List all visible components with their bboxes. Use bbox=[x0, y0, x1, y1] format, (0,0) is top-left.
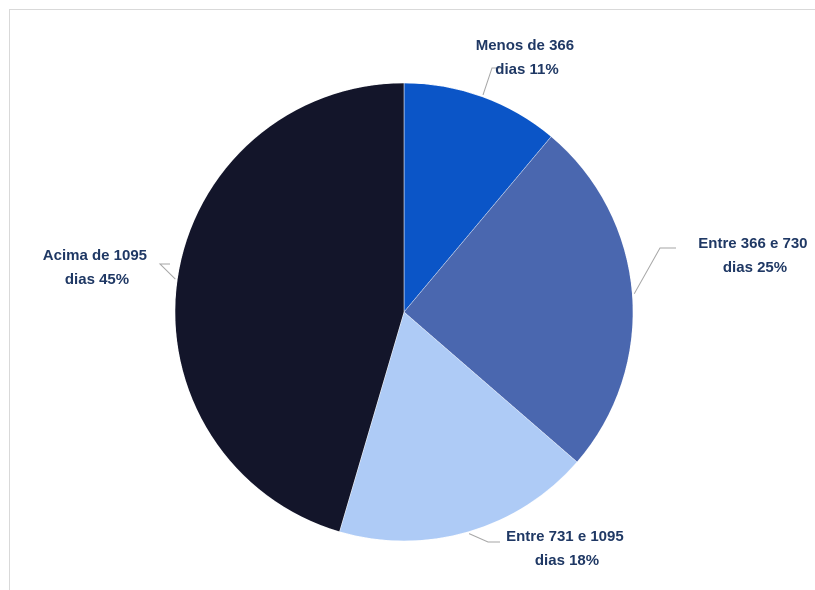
pie-slices bbox=[174, 82, 634, 542]
slice-label-entre-366-730: Entre 366 e 730 dias 25% bbox=[698, 235, 811, 276]
slice-label-line1: Entre 731 e 1095 bbox=[506, 528, 624, 545]
slice-label-line1: Acima de 1095 bbox=[43, 247, 147, 264]
slice-label-line1: Menos de 366 bbox=[476, 37, 574, 54]
slice-label-line2: dias 45% bbox=[65, 271, 129, 288]
slice-label-line2: dias 18% bbox=[535, 552, 599, 569]
leader-lines bbox=[158, 67, 676, 543]
leader-line bbox=[158, 263, 176, 280]
chart-frame bbox=[9, 9, 815, 590]
leader-line bbox=[633, 247, 676, 294]
slice-entre-731-1095 bbox=[339, 311, 578, 542]
slice-label-line2: dias 25% bbox=[723, 259, 787, 276]
slice-acima-1095 bbox=[174, 82, 405, 533]
slice-label-line2: dias 11% bbox=[495, 61, 558, 78]
slice-label-line1: Entre 366 e 730 bbox=[698, 235, 807, 252]
leader-line bbox=[468, 533, 500, 543]
slice-label-entre-731-1095: Entre 731 e 1095 dias 18% bbox=[506, 528, 628, 569]
slice-label-menos-366: Menos de 366 dias 11% bbox=[476, 37, 579, 78]
slice-entre-366-730 bbox=[403, 136, 634, 463]
slice-label-acima-1095: Acima de 1095 dias 45% bbox=[43, 247, 151, 288]
leader-line bbox=[482, 67, 503, 96]
slice-menos-366 bbox=[403, 82, 552, 313]
slice-labels: Menos de 366 dias 11% Entre 366 e 730 di… bbox=[43, 37, 811, 569]
